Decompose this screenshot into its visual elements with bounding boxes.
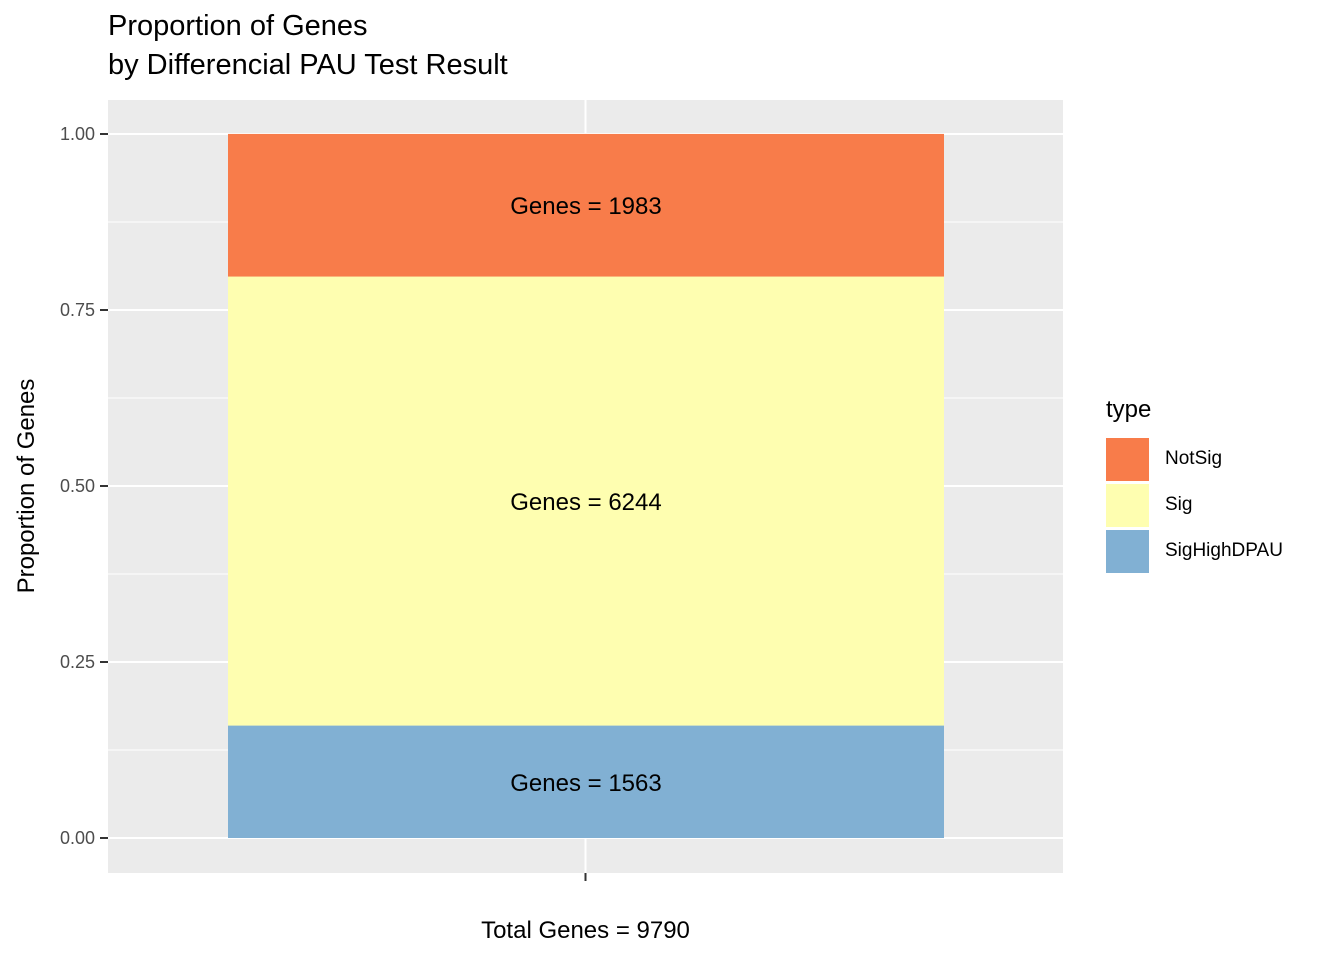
bar-label-sig: Genes = 6244 bbox=[510, 489, 661, 516]
legend-key-notsig bbox=[1106, 437, 1149, 481]
bar-segment-sighighdpau bbox=[228, 725, 944, 838]
legend: type NotSig Sig SigHighDPAU bbox=[1106, 396, 1283, 574]
legend-item-sighighdpau: SigHighDPAU bbox=[1106, 528, 1283, 574]
legend-label-sighighdpau: SigHighDPAU bbox=[1165, 540, 1283, 561]
y-tick-label: 0.50 bbox=[60, 476, 95, 496]
legend-label-sig: Sig bbox=[1165, 494, 1193, 515]
y-tick-label: 0.25 bbox=[60, 652, 95, 672]
y-tick-label: 0.75 bbox=[60, 300, 95, 320]
legend-key-sig bbox=[1106, 483, 1149, 527]
bar-label-notsig: Genes = 1983 bbox=[510, 193, 661, 220]
legend-key-sighighdpau bbox=[1106, 529, 1149, 573]
legend-item-notsig: NotSig bbox=[1106, 436, 1283, 482]
chart-title-line1: Proportion of Genes bbox=[108, 10, 368, 42]
y-axis-title: Proportion of Genes bbox=[13, 379, 40, 594]
y-tick-label: 1.00 bbox=[60, 124, 95, 144]
bar-stack: Genes = 1563 Genes = 6244 Genes = 1983 bbox=[228, 133, 944, 838]
legend-label-notsig: NotSig bbox=[1165, 448, 1223, 469]
legend-title: type bbox=[1106, 396, 1152, 423]
bar-segment-sig bbox=[228, 276, 944, 726]
bar-label-sighighdpau: Genes = 1563 bbox=[510, 770, 661, 797]
chart-title-line2: by Differencial PAU Test Result bbox=[108, 49, 508, 81]
bar-segment-notsig bbox=[228, 133, 944, 277]
y-tick-label: 0.00 bbox=[60, 828, 95, 848]
x-axis-title: Total Genes = 9790 bbox=[481, 917, 690, 944]
y-axis: 0.00 0.25 0.50 0.75 1.00 bbox=[60, 124, 108, 848]
legend-item-sig: Sig bbox=[1106, 482, 1283, 528]
